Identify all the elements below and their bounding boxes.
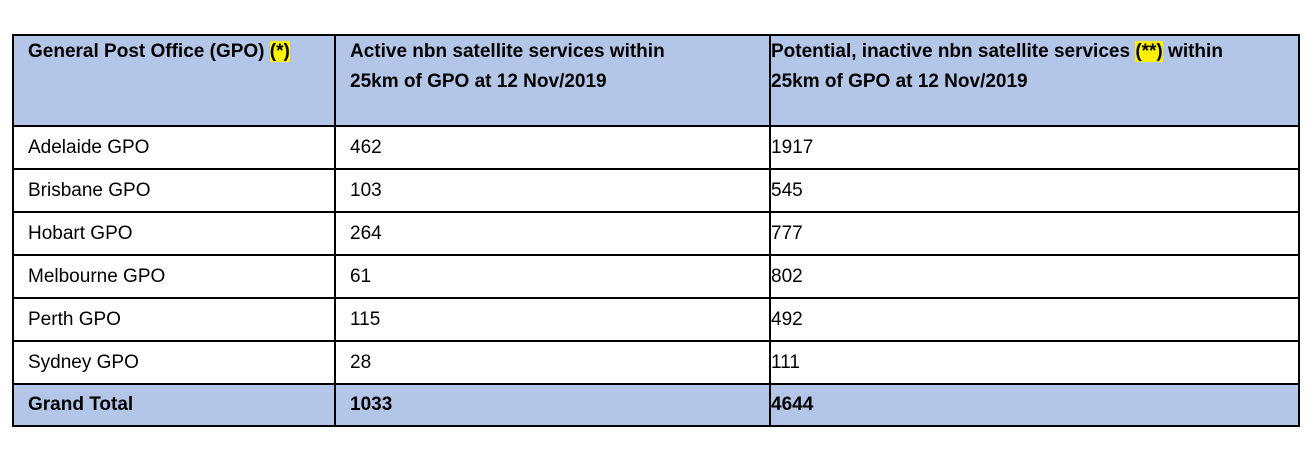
table-header-row: General Post Office (GPO) (*) Active nbn… [12,34,1300,127]
header-gpo: General Post Office (GPO) (*) [12,34,336,127]
cell-active: 462 [334,125,771,170]
table-row: Adelaide GPO 462 1917 [12,125,1300,170]
total-potential: 4644 [769,383,1300,427]
table-row: Perth GPO 115 492 [12,297,1300,342]
cell-gpo: Sydney GPO [12,340,336,385]
total-label: Grand Total [12,383,336,427]
header-gpo-label: General Post Office (GPO) [28,41,270,62]
grand-total-row: Grand Total 1033 4644 [12,383,1300,427]
header-gpo-note: (*) [269,41,290,62]
cell-active: 103 [334,168,771,213]
header-potential-text-after: within [1162,41,1223,62]
cell-potential: 545 [769,168,1300,213]
cell-active: 115 [334,297,771,342]
cell-active: 264 [334,211,771,256]
header-active-services: Active nbn satellite services within 25k… [334,34,771,127]
cell-gpo: Hobart GPO [12,211,336,256]
cell-gpo: Melbourne GPO [12,254,336,299]
cell-potential: 111 [769,340,1300,385]
cell-gpo: Perth GPO [12,297,336,342]
header-potential-text-before: Potential, inactive nbn satellite servic… [771,41,1136,62]
cell-potential: 1917 [769,125,1300,170]
cell-active: 28 [334,340,771,385]
cell-active: 61 [334,254,771,299]
header-active-line1: Active nbn satellite services within [350,41,665,62]
header-potential-line2: 25km of GPO at 12 Nov/2019 [771,71,1028,92]
table-row: Melbourne GPO 61 802 [12,254,1300,299]
gpo-satellite-services-table: General Post Office (GPO) (*) Active nbn… [12,34,1300,427]
header-potential-note: (**) [1135,41,1163,62]
table-row: Hobart GPO 264 777 [12,211,1300,256]
cell-potential: 492 [769,297,1300,342]
cell-potential: 777 [769,211,1300,256]
cell-gpo: Adelaide GPO [12,125,336,170]
header-potential-services: Potential, inactive nbn satellite servic… [769,34,1300,127]
cell-potential: 802 [769,254,1300,299]
cell-gpo: Brisbane GPO [12,168,336,213]
header-potential-line1: Potential, inactive nbn satellite servic… [771,37,1297,67]
table-row: Brisbane GPO 103 545 [12,168,1300,213]
table-row: Sydney GPO 28 111 [12,340,1300,385]
total-active: 1033 [334,383,771,427]
header-active-line2: 25km of GPO at 12 Nov/2019 [350,71,607,92]
